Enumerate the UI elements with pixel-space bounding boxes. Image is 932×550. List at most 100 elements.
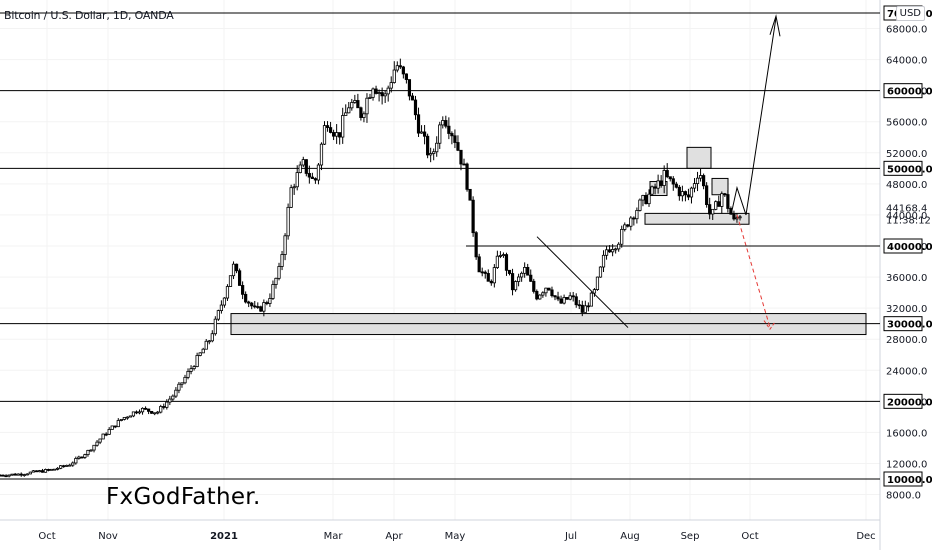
candle-body <box>662 170 666 186</box>
candle-body <box>131 411 136 417</box>
candle-body <box>483 271 487 274</box>
candle-body <box>86 449 90 456</box>
candle-body <box>310 176 314 179</box>
candle-body <box>256 306 260 308</box>
candle-body <box>116 420 120 428</box>
candle-body <box>189 368 193 372</box>
candle-body <box>471 199 475 234</box>
current-price-label: 44168.4 <box>886 204 927 215</box>
candle-body <box>125 416 129 419</box>
candle-body <box>295 172 299 188</box>
candle-body <box>244 293 248 303</box>
y-tick-label: 48000.0 <box>886 180 927 191</box>
candle-body <box>532 280 536 292</box>
candle-body <box>219 304 223 312</box>
candle-body <box>56 467 60 470</box>
candle-body <box>380 92 384 97</box>
candle-body <box>113 425 117 428</box>
candle-body <box>350 102 354 109</box>
candle-body <box>659 180 663 186</box>
candle-body <box>426 135 430 156</box>
candle-body <box>304 159 308 174</box>
candle-body <box>143 407 148 410</box>
candle-body <box>419 131 424 134</box>
candle-body <box>25 473 29 476</box>
candle-body <box>586 305 590 308</box>
candle-body <box>274 277 278 285</box>
candle-body <box>347 107 351 114</box>
candle-body <box>538 294 542 300</box>
candle-body <box>307 173 311 178</box>
candle-body <box>301 159 305 166</box>
candle-body <box>341 115 345 138</box>
level-label: 20000.0 <box>887 397 932 408</box>
candle-body <box>7 474 11 477</box>
candle-body <box>171 395 175 400</box>
level-label-box <box>883 160 923 176</box>
candle-body <box>237 270 242 286</box>
candle-body <box>213 318 217 335</box>
candle-body <box>635 210 639 220</box>
candle-body <box>650 186 654 195</box>
candle-body <box>410 95 415 101</box>
y-tick-label: 32000.0 <box>886 304 927 315</box>
y-tick-label: 36000.0 <box>886 273 927 284</box>
candle-body <box>683 191 688 196</box>
candle-body <box>253 305 257 308</box>
candle-body <box>204 340 208 350</box>
candle-body <box>165 401 169 408</box>
candle-body <box>404 73 408 80</box>
candle-body <box>216 310 220 320</box>
candle-body <box>450 133 454 137</box>
candle-body <box>37 470 42 473</box>
candle-body <box>674 183 678 188</box>
candle-body <box>46 469 51 471</box>
candle-body <box>495 255 499 268</box>
candle-body <box>65 464 69 467</box>
candle-body <box>332 132 336 137</box>
candle-body <box>153 412 157 415</box>
candle-body <box>0 474 2 477</box>
x-tick-label: Oct <box>741 531 758 542</box>
candle-body <box>571 295 575 298</box>
candle-body <box>441 120 445 126</box>
candle-body <box>395 65 399 71</box>
currency-label[interactable]: USD <box>895 6 925 21</box>
candle-body <box>247 301 251 304</box>
candle-body <box>477 256 481 273</box>
candle-body <box>328 127 333 133</box>
candle-body <box>644 195 648 205</box>
candle-body <box>553 295 557 298</box>
candle-body <box>677 186 681 197</box>
candle-body <box>92 444 96 451</box>
candle-body <box>231 263 236 277</box>
y-tick-label: 64000.0 <box>886 56 927 67</box>
candle-body <box>265 302 269 304</box>
candle-body <box>110 425 114 430</box>
candle-body <box>43 469 48 473</box>
annotations-layer <box>536 14 781 330</box>
candle-body <box>723 193 727 196</box>
candle-body <box>453 135 457 143</box>
candle-body <box>738 216 742 219</box>
candle-body <box>692 183 697 189</box>
candle-body <box>322 125 327 145</box>
candle-body <box>392 69 396 83</box>
level-label: 10000.0 <box>887 475 932 486</box>
x-tick-label: Mar <box>324 531 344 542</box>
candle-body <box>562 297 566 304</box>
countdown-label: 11:38:12 <box>886 216 931 227</box>
candle-body <box>550 289 554 297</box>
candle-body <box>140 407 145 413</box>
candle-body <box>122 417 126 420</box>
candle-body <box>335 132 339 137</box>
x-tick-label: 2021 <box>210 531 238 542</box>
candle-body <box>705 185 709 205</box>
candle-body <box>656 180 660 189</box>
candle-body <box>344 112 348 116</box>
candle-body <box>89 449 93 452</box>
candle-body <box>1 474 5 477</box>
candle-body <box>34 470 38 473</box>
candle-body <box>507 269 512 274</box>
